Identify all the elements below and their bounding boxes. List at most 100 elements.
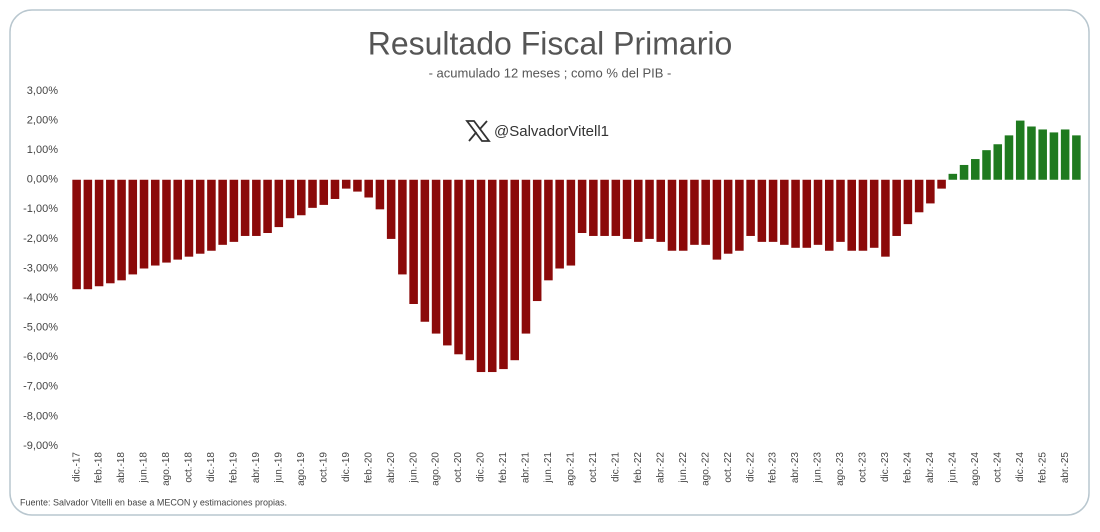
bar [285,179,295,219]
bar [398,179,407,275]
bar [959,164,969,180]
bar [499,179,508,370]
x-tick-label: ago.-24 [970,452,981,486]
bar [443,179,452,346]
bar [386,179,396,239]
bar [600,179,609,236]
x-tick-label: feb.-19 [229,452,240,484]
bar [937,179,946,189]
x-tick-label: oct.-18 [184,452,195,483]
x-tick-label: oct.-19 [318,452,329,483]
y-tick-label: -8,00% [23,410,58,422]
x-tick-label: dic.-23 [880,452,891,482]
x-tick-label: feb.-22 [633,452,644,484]
bar [903,179,913,225]
bar [150,179,160,266]
x-tick-label: abr.-20 [386,452,397,484]
bar [532,179,542,302]
x-tick-label: dic.-21 [610,452,621,482]
x-tick-label: feb.-18 [94,452,105,484]
bar [454,179,463,355]
bar [555,179,564,269]
bar [824,179,834,251]
bar [297,179,306,216]
x-tick-label: jun.-23 [813,452,824,484]
bar [802,179,812,248]
bar [768,179,778,242]
x-tick-label: jun.-24 [947,452,958,484]
bar [926,179,935,204]
bar [83,179,93,290]
x-tick-label: feb.-20 [363,452,374,484]
bar [72,179,81,290]
bar [431,179,441,334]
bar [195,179,205,254]
x-tick-label: ago.-21 [566,452,577,486]
bar [263,179,272,233]
bar [353,179,362,192]
x-tick-label: jun.-22 [678,452,689,484]
bar [948,173,958,180]
chart-subtitle: - acumulado 12 meses ; como % del PIB - [429,65,672,80]
bar [701,179,710,245]
bar [229,179,239,242]
bar [375,179,385,210]
x-tick-label: dic.-19 [341,452,352,482]
bar [622,179,632,239]
y-tick-label: -2,00% [23,233,58,245]
bar [128,179,138,275]
x-tick-label: abr.-21 [521,452,532,484]
x-tick-label: oct.-23 [858,452,869,483]
x-tick-label: abr.-19 [251,452,262,484]
x-tick-label: jun.-21 [543,452,554,484]
x-tick-label: feb.-24 [903,452,914,484]
y-tick-label: -6,00% [23,351,58,363]
x-tick-label: oct.-21 [588,452,599,483]
bar [94,179,104,287]
bar [589,179,598,236]
x-tick-label: abr.-23 [790,452,801,484]
bar [1072,135,1081,180]
y-tick-label: 1,00% [27,144,58,156]
x-tick-label: ago.-19 [296,452,307,486]
bar [1015,120,1025,180]
bar [914,179,924,213]
bar [1027,126,1036,180]
bar [274,179,284,228]
bar [420,179,430,322]
bar [971,159,980,180]
bar [409,179,418,304]
x-tick-label: jun.-20 [408,452,419,484]
bar [667,179,677,251]
y-tick-label: -9,00% [23,440,58,452]
bar [678,179,688,251]
x-tick-label: oct.-22 [723,452,734,483]
bar [207,179,216,251]
x-tick-label: feb.-23 [768,452,779,484]
bar [577,179,587,233]
bar [735,179,744,251]
chart-title: Resultado Fiscal Primario [368,25,733,61]
bar [634,179,643,242]
bar [566,179,576,266]
y-tick-label: -7,00% [23,381,58,393]
x-tick-label: jun.-18 [139,452,150,484]
bar [319,179,329,205]
y-tick-label: 0,00% [27,174,58,186]
x-tick-label: jun.-19 [273,452,284,484]
y-tick-label: -3,00% [23,262,58,274]
x-tick-label: feb.-21 [498,452,509,484]
x-tick-label: ago.-22 [700,452,711,486]
x-tick-label: oct.-24 [992,452,1003,483]
bar [510,179,519,361]
bar [892,179,901,236]
bar [791,179,800,248]
bar [218,179,227,245]
x-tick-label: dic.-17 [71,452,82,482]
bar [690,179,699,245]
bar [723,179,733,254]
bar [813,179,823,245]
x-tick-label: dic.-20 [476,452,487,482]
bar [780,179,789,245]
